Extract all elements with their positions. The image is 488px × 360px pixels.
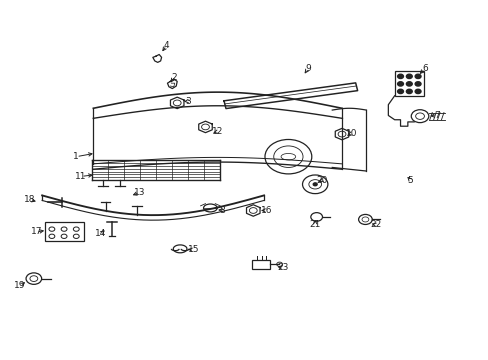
Text: 15: 15 — [187, 246, 199, 255]
Circle shape — [397, 89, 403, 94]
Text: 11: 11 — [75, 172, 87, 181]
Text: 12: 12 — [212, 127, 223, 136]
Text: 9: 9 — [305, 64, 310, 73]
Text: 16: 16 — [260, 206, 272, 215]
Circle shape — [406, 74, 411, 78]
Text: 19: 19 — [15, 281, 26, 290]
Circle shape — [414, 74, 420, 78]
Text: 21: 21 — [309, 220, 320, 229]
Text: 18: 18 — [24, 195, 36, 204]
Bar — [44, 222, 83, 241]
Text: 5: 5 — [407, 176, 412, 185]
Text: 6: 6 — [421, 64, 427, 73]
Bar — [394, 71, 423, 96]
Circle shape — [414, 89, 420, 94]
Text: 2: 2 — [171, 73, 176, 82]
Circle shape — [397, 82, 403, 86]
Text: 13: 13 — [134, 188, 145, 197]
Text: 22: 22 — [370, 220, 381, 229]
Text: 23: 23 — [277, 264, 288, 273]
Text: 20: 20 — [316, 176, 327, 185]
Text: 7: 7 — [433, 111, 439, 120]
Text: 1: 1 — [73, 152, 79, 161]
Circle shape — [414, 82, 420, 86]
Circle shape — [406, 82, 411, 86]
Circle shape — [397, 74, 403, 78]
Text: 8: 8 — [219, 206, 225, 215]
Circle shape — [313, 183, 317, 186]
Text: 14: 14 — [95, 229, 106, 238]
Text: 3: 3 — [185, 96, 191, 105]
Text: 4: 4 — [163, 41, 169, 50]
Bar — [251, 260, 270, 269]
Circle shape — [406, 89, 411, 94]
Text: 10: 10 — [346, 129, 357, 138]
Text: 17: 17 — [30, 228, 42, 237]
